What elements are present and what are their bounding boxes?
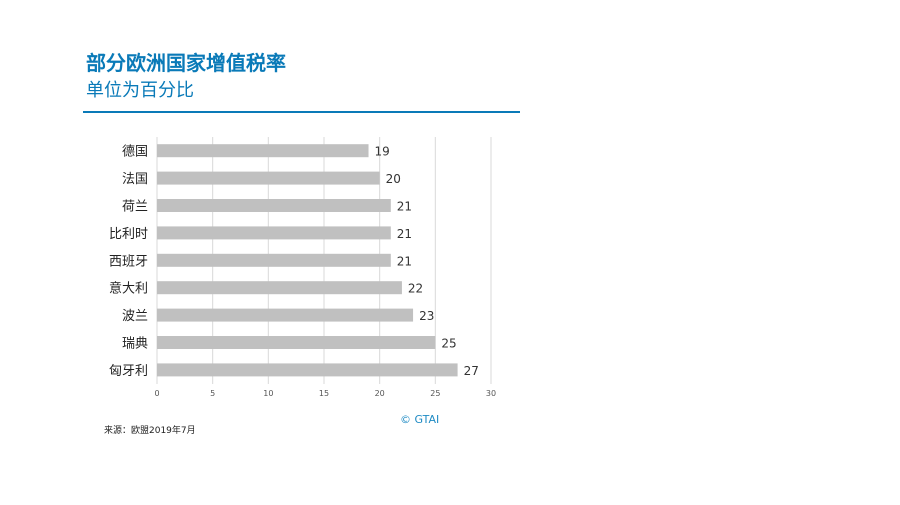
category-label: 波兰 [122,309,148,324]
category-label: 瑞典 [122,337,148,352]
bar [157,199,391,212]
x-tick-label: 0 [154,389,159,398]
data-label: 21 [397,200,412,214]
chart-title: 部分欧洲国家增值税率 [86,51,286,75]
category-label: 德国 [122,145,148,160]
bar [157,281,402,295]
category-label: 法国 [122,172,148,187]
x-tick-label: 30 [486,389,496,398]
x-tick-label: 25 [430,389,440,398]
data-labels: 19 20 21 21 21 22 23 25 27 [375,145,479,378]
data-label: 25 [441,337,456,351]
data-label: 21 [397,227,412,241]
category-label: 意大利 [109,281,148,297]
data-label: 20 [386,172,401,186]
data-label: 22 [408,282,423,296]
bar [157,363,458,377]
x-tick-labels: 0 5 10 15 20 25 30 [154,389,496,398]
x-tick-label: 15 [319,389,329,398]
data-label: 23 [419,309,434,323]
category-label: 比利时 [109,227,148,242]
bar [157,336,436,349]
source-note: 来源：欧盟2019年7月 [104,426,196,436]
chart-subtitle: 单位为百分比 [86,80,194,101]
category-label: 西班牙 [109,254,148,269]
bar [157,171,380,185]
bar [157,144,369,158]
data-label: 27 [464,364,479,378]
category-label: 匈牙利 [109,364,148,379]
copyright-credit: © GTAI [400,413,440,426]
category-label: 荷兰 [122,200,148,215]
data-label: 19 [375,145,390,159]
bars [157,144,458,377]
bar [157,226,391,240]
data-label: 21 [397,254,412,268]
x-tick-label: 10 [263,389,273,398]
x-tick-label: 5 [210,389,215,398]
bar [157,253,391,267]
bar [157,308,414,322]
title-divider [83,111,520,113]
x-tick-label: 20 [375,389,385,398]
